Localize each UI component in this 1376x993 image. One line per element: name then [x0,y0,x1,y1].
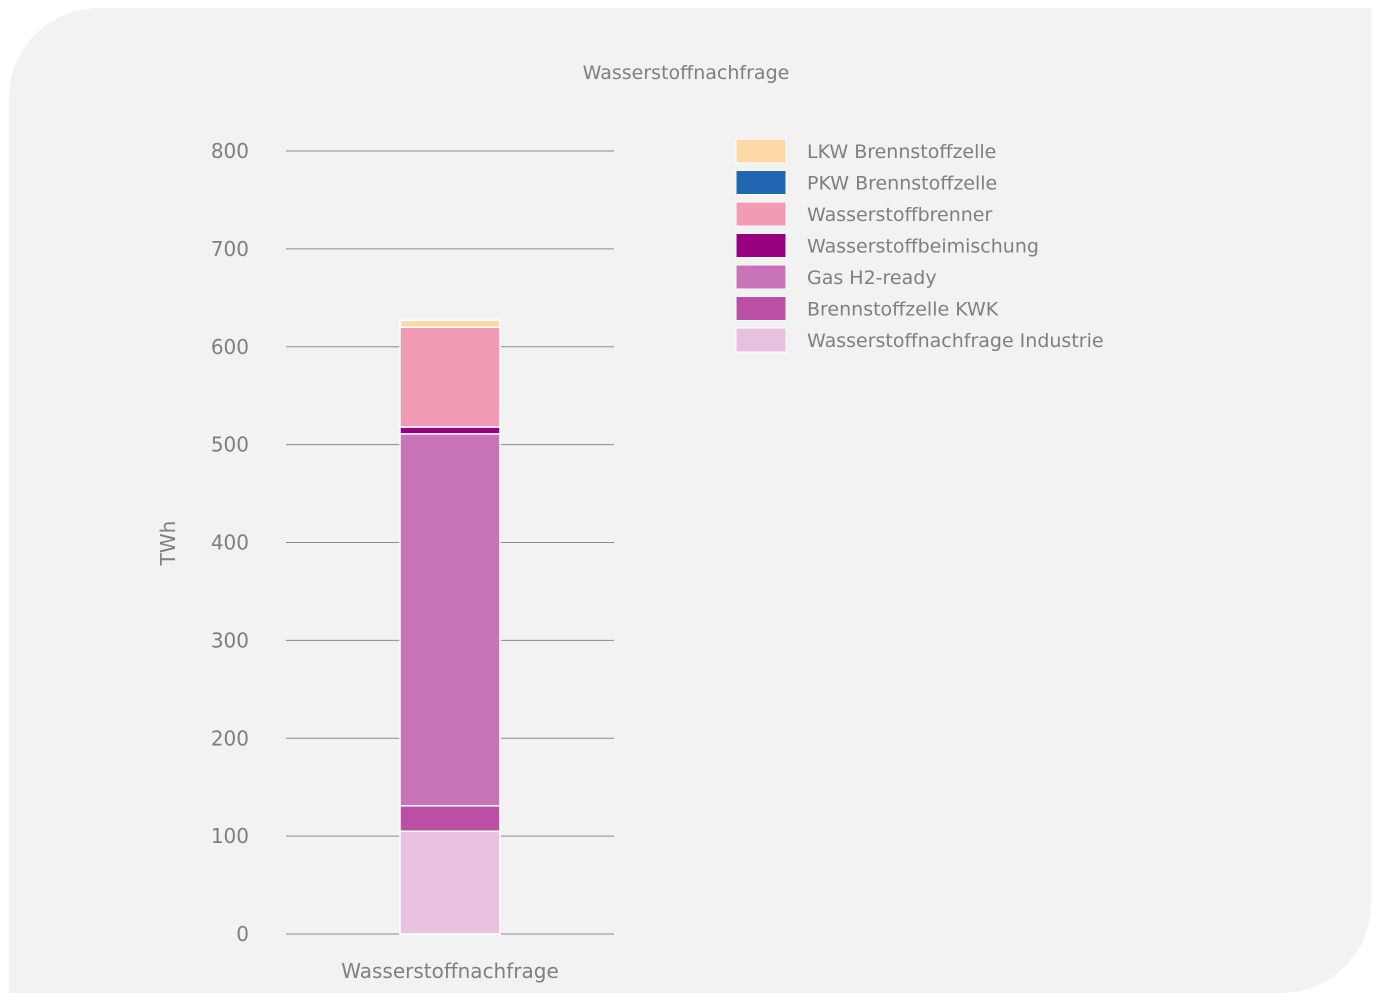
bar-segment-wasserstoffbrenner [399,326,501,428]
legend-label: Brennstoffzelle KWK [807,299,999,321]
legend-label: Wasserstoffbrenner [807,204,992,226]
legend-swatch [735,138,787,164]
y-tick-label-800: 800 [211,139,249,163]
legend-item: Gas H2-ready [735,264,937,290]
legend-swatch [735,327,787,353]
bar-stack [399,319,501,935]
y-tick-label-600: 600 [211,335,249,359]
y-tick-label-0: 0 [236,922,249,946]
legend-swatch [735,170,787,195]
x-tick-labels: Wasserstoffnachfrage [341,959,559,983]
legend: LKW Brennstoffzelle PKW Brennstoffzelle Wa… [735,138,1104,353]
legend-swatch [735,233,787,258]
legend-item: Wasserstoffbeimischung [735,233,1039,258]
bar-segment-wasserstoffnachfrage-industrie [399,830,501,935]
bar-segment-wasserstoffbeimischung [399,426,501,435]
legend-item: LKW Brennstoffzelle [735,138,996,164]
legend-label: Wasserstoffbeimischung [807,236,1039,258]
y-tick-label-300: 300 [211,628,249,652]
legend-item: PKW Brennstoffzelle [735,170,997,195]
legend-label: Gas H2-ready [807,267,937,289]
legend-item: Brennstoffzelle KWK [735,296,999,321]
chart-title: Wasserstoffnachfrage [583,62,790,84]
bar-segment-brennstoffzelle-kwk [399,805,501,832]
legend-swatch [735,264,787,290]
legend-swatch [735,201,787,227]
y-tick-label-200: 200 [211,726,249,750]
y-tick-label-400: 400 [211,531,249,555]
legend-item: Wasserstoffbrenner [735,201,992,227]
bar-segment-lkw-brennstoffzelle [399,319,501,328]
stacked-bar-chart: Wasserstoffnachfrage 0 100 200 300 400 500 600… [156,62,1104,983]
bar-segment-gas-h2-ready [399,433,501,807]
chart-panel: Wasserstoffnachfrage 0 100 200 300 400 500 600… [9,8,1371,993]
legend-label: PKW Brennstoffzelle [807,173,997,195]
legend-label: Wasserstoffnachfrage Industrie [807,330,1104,352]
y-tick-label-500: 500 [211,433,249,457]
x-tick-label: Wasserstoffnachfrage [341,959,559,983]
y-tick-label-100: 100 [211,824,249,848]
legend-label: LKW Brennstoffzelle [807,141,996,163]
legend-swatch [735,296,787,321]
legend-item: Wasserstoffnachfrage Industrie [735,327,1104,353]
y-axis-label: TWh [156,521,180,567]
y-tick-label-700: 700 [211,237,249,261]
y-tick-labels: 0 100 200 300 400 500 600 700 800 [211,139,249,946]
